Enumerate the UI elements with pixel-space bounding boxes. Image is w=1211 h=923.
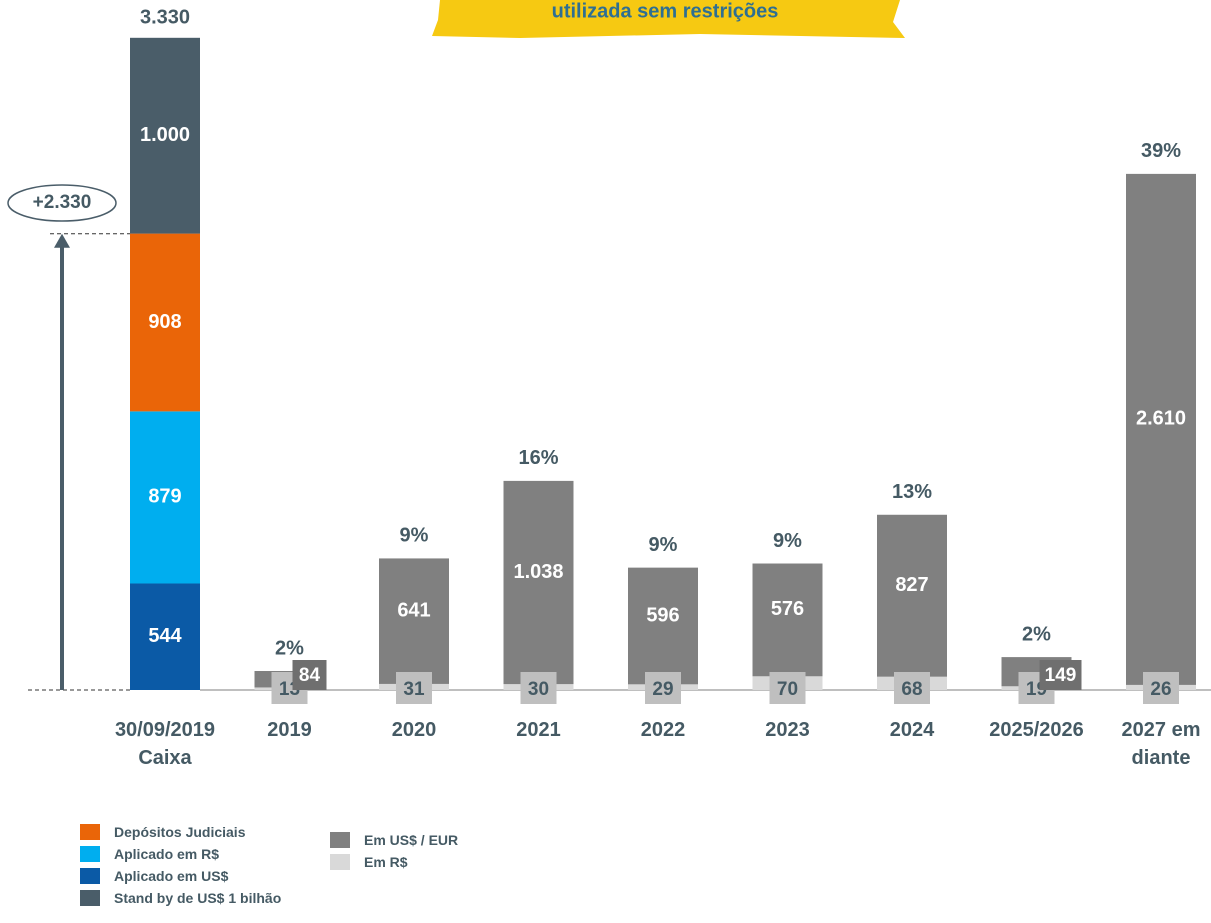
value-label: 29: [652, 679, 673, 700]
bar-segment: [130, 583, 200, 690]
x-tick-label: 30/09/2019 Caixa: [114, 719, 216, 769]
banner-text: utilizada sem restrições: [552, 0, 779, 22]
value-label: 149: [1045, 665, 1077, 686]
legend-item: Stand by de US$ 1 bilhão: [80, 888, 281, 908]
x-tick-label: 2021: [516, 719, 561, 741]
total-label: 3.330: [140, 6, 190, 28]
value-label: 2.610: [1136, 408, 1186, 430]
label-box: [292, 660, 327, 690]
legend-item: Em US$ / EUR: [330, 830, 458, 850]
share-label: 9%: [773, 530, 802, 552]
value-label: 68: [901, 679, 922, 700]
bar-segment: [130, 37, 200, 234]
value-label: 1.038: [513, 561, 563, 583]
value-label: 908: [148, 311, 181, 333]
label-box: [1039, 660, 1082, 690]
increase-label: +2.330: [33, 192, 92, 213]
legend-label: Stand by de US$ 1 bilhão: [114, 890, 282, 906]
value-label: 827: [895, 574, 928, 596]
value-label: 70: [777, 679, 798, 700]
value-label: 576: [771, 598, 804, 620]
value-label: 544: [148, 625, 182, 647]
legend-label: Em R$: [364, 854, 408, 870]
x-tick-label: 2025/2026: [989, 719, 1084, 741]
legend-label: Aplicado em US$: [114, 868, 229, 884]
share-label: 9%: [400, 525, 429, 547]
x-tick-label: 2020: [391, 719, 437, 741]
bar-segment: [130, 411, 200, 584]
legend-item: Aplicado em R$: [80, 844, 219, 864]
legend-swatch: [80, 846, 100, 862]
x-tick-label: 2027 em diante: [1121, 719, 1201, 769]
legend-swatch: [80, 890, 100, 906]
legend-label: Em US$ / EUR: [364, 832, 459, 848]
label-box: [1143, 672, 1179, 704]
value-label: 30: [528, 679, 549, 700]
label-box: [894, 672, 930, 704]
x-tick-label: 2019: [267, 719, 312, 741]
arrow-head: [54, 233, 70, 248]
bar-segment: [379, 558, 449, 684]
value-label: 84: [299, 665, 321, 686]
value-label: 641: [397, 599, 430, 621]
x-tick-label: 2023: [765, 719, 810, 741]
label-box: [645, 672, 681, 704]
share-label: 39%: [1141, 140, 1181, 162]
bar-segment: [130, 233, 200, 412]
legend-swatch: [80, 824, 100, 840]
share-label: 9%: [649, 534, 678, 556]
share-label: 16%: [518, 447, 558, 469]
share-label: 2%: [275, 637, 304, 659]
label-box: [396, 672, 432, 704]
bar-segment: [752, 563, 823, 677]
legend-swatch: [80, 868, 100, 884]
bar-segment: [877, 514, 947, 677]
value-label: 26: [1150, 679, 1171, 700]
legend-swatch: [330, 832, 350, 848]
legend-label: Depósitos Judiciais: [114, 824, 246, 840]
legend-label: Aplicado em R$: [114, 846, 220, 862]
share-label: 2%: [1022, 623, 1051, 645]
bar-segment: [503, 480, 574, 685]
value-label: 596: [646, 604, 679, 626]
banner: [432, 0, 905, 38]
x-tick-label: 2024: [889, 719, 935, 741]
legend-item: Depósitos Judiciais: [80, 822, 245, 842]
label-box: [520, 672, 557, 704]
label-box: [769, 672, 806, 704]
bar-segment: [1126, 173, 1196, 685]
value-label: 1.000: [140, 124, 190, 146]
value-label: 879: [148, 486, 181, 508]
x-tick-label: 2022: [640, 719, 686, 741]
legend-swatch: [330, 854, 350, 870]
value-label: 31: [403, 679, 425, 700]
bar-segment: [628, 567, 698, 685]
legend-item: Aplicado em US$: [80, 866, 228, 886]
increase-oval: [7, 184, 117, 222]
share-label: 13%: [892, 481, 932, 503]
legend-item: Em R$: [330, 852, 408, 872]
